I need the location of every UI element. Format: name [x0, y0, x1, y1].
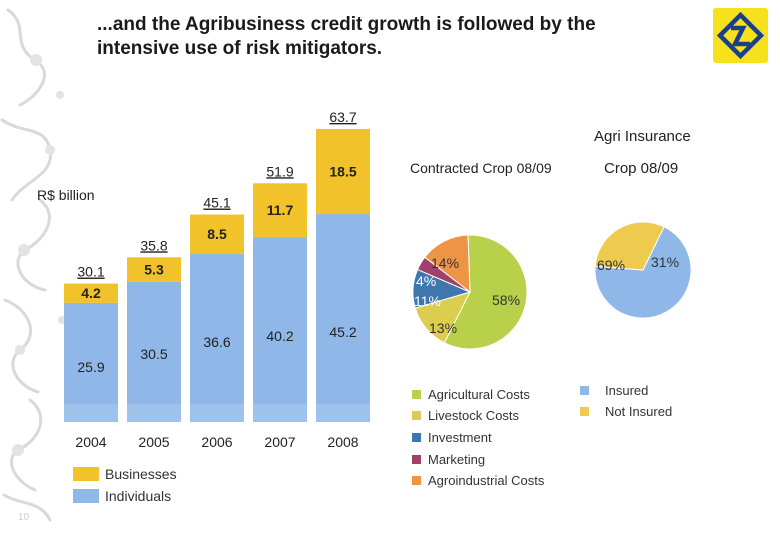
value-label-individuals-2006: 36.6 — [203, 334, 230, 350]
agri-insurance-pie-chart: Agri Insurance Crop 08/09 69% 31% Insure… — [580, 128, 692, 419]
pie2-slice-not-insured — [594, 221, 665, 271]
bar-businesses-2006 — [190, 214, 244, 254]
bar-base-shade-2006 — [190, 404, 244, 422]
pie2-supertitle: Agri Insurance — [594, 128, 691, 145]
bar-businesses-2007 — [253, 183, 307, 238]
value-label-businesses-2005: 5.3 — [144, 262, 164, 278]
value-label-total-2005: 35.8 — [140, 237, 167, 253]
legend-swatch-agricultural-costs — [412, 390, 421, 399]
legend-swatch-not-insured — [580, 407, 589, 416]
legend-label-businesses: Businesses — [105, 466, 177, 482]
pie1-label-marketing: 4% — [416, 273, 436, 289]
value-label-total-2004: 30.1 — [77, 264, 104, 280]
legend-label-agroindustrial-costs: Agroindustrial Costs — [428, 473, 545, 488]
legend-swatch-agroindustrial-costs — [412, 476, 421, 485]
bar-individuals-2005 — [127, 281, 181, 422]
bar-base-shade-2005 — [127, 404, 181, 422]
legend-swatch-businesses — [73, 467, 99, 481]
bar-base-shade-2008 — [316, 404, 370, 422]
bar-chart: R$ billion 2004 25.9 4.2 30.1 2005 30.5 5.3 35.… — [37, 109, 370, 504]
legend-label-not-insured: Not Insured — [605, 404, 672, 419]
legend-label-agricultural-costs: Agricultural Costs — [428, 387, 530, 402]
bar-individuals-2008 — [316, 214, 370, 422]
x-tick-label-2008: 2008 — [327, 434, 358, 450]
value-label-individuals-2008: 45.2 — [329, 324, 356, 340]
value-label-total-2008: 63.7 — [329, 109, 356, 125]
pie1-slice-agricultural-costs — [443, 234, 528, 350]
legend-swatch-marketing — [412, 455, 421, 464]
bar-individuals-2004 — [64, 302, 118, 422]
x-tick-label-2006: 2006 — [201, 434, 232, 450]
pie2-label-insured: 69% — [597, 257, 625, 273]
bank-logo — [713, 8, 768, 63]
pie1-slice-agroindustrial-costs — [424, 234, 471, 294]
bar-businesses-2008 — [316, 128, 370, 215]
unit-label: R$ billion — [37, 187, 95, 203]
bar-individuals-2006 — [190, 253, 244, 422]
bar-businesses-2005 — [127, 257, 181, 282]
bar-businesses-2004 — [64, 283, 118, 303]
value-label-total-2006: 45.1 — [203, 195, 230, 211]
decorative-vine-pattern — [0, 8, 66, 522]
slide-title: ...and the Agribusiness credit growth is… — [97, 14, 596, 59]
pie2-label-not-insured: 31% — [651, 254, 679, 270]
pie1-label-agroindustrial-costs: 14% — [431, 255, 459, 271]
pie1-label-agricultural-costs: 58% — [492, 292, 520, 308]
value-label-businesses-2008: 18.5 — [329, 164, 356, 180]
bar-legend: Businesses Individuals — [73, 466, 177, 504]
pie1-label-livestock-costs: 13% — [429, 320, 457, 336]
pie2-title: Crop 08/09 — [604, 160, 678, 177]
bar-base-shade-2004 — [64, 404, 118, 422]
contracted-crop-pie-chart: Contracted Crop 08/09 58% 13% 11% 4% 14%… — [410, 160, 552, 488]
legend-swatch-investment — [412, 433, 421, 442]
value-label-individuals-2007: 40.2 — [266, 328, 293, 344]
legend-label-marketing: Marketing — [428, 452, 485, 467]
pie2-slice-insured — [594, 226, 692, 319]
value-label-total-2007: 51.9 — [266, 163, 293, 179]
legend-label-livestock-costs: Livestock Costs — [428, 408, 520, 423]
pie1-value-labels: 58% 13% 11% 4% 14% — [414, 255, 520, 336]
legend-swatch-insured — [580, 386, 589, 395]
legend-label-insured: Insured — [605, 383, 648, 398]
legend-swatch-livestock-costs — [412, 411, 421, 420]
page-number: 10 — [18, 512, 30, 523]
x-tick-label-2005: 2005 — [138, 434, 169, 450]
legend-swatch-individuals — [73, 489, 99, 503]
pie2-legend: Insured Not Insured — [580, 383, 672, 419]
value-label-businesses-2004: 4.2 — [81, 285, 101, 301]
pie1-label-investment: 11% — [414, 293, 441, 309]
x-tick-label-2004: 2004 — [75, 434, 106, 450]
bar-base-shade-2007 — [253, 404, 307, 422]
value-label-businesses-2006: 8.5 — [207, 226, 227, 242]
value-label-individuals-2005: 30.5 — [140, 346, 167, 362]
logo-mark — [716, 11, 765, 60]
bar-individuals-2007 — [253, 237, 307, 422]
pie1-title: Contracted Crop 08/09 — [410, 160, 552, 176]
legend-label-investment: Investment — [428, 430, 492, 445]
value-label-individuals-2004: 25.9 — [77, 359, 104, 375]
legend-label-individuals: Individuals — [105, 488, 171, 504]
pie1-legend: Agricultural Costs Livestock Costs Inves… — [412, 387, 545, 488]
x-tick-label-2007: 2007 — [264, 434, 295, 450]
value-label-businesses-2007: 11.7 — [267, 202, 294, 218]
